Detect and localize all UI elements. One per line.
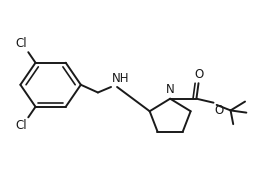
Text: Cl: Cl (15, 119, 27, 132)
Text: N: N (166, 83, 175, 97)
Text: NH: NH (112, 72, 130, 85)
Text: O: O (215, 105, 224, 117)
Text: Cl: Cl (15, 37, 27, 51)
Text: O: O (194, 68, 204, 81)
